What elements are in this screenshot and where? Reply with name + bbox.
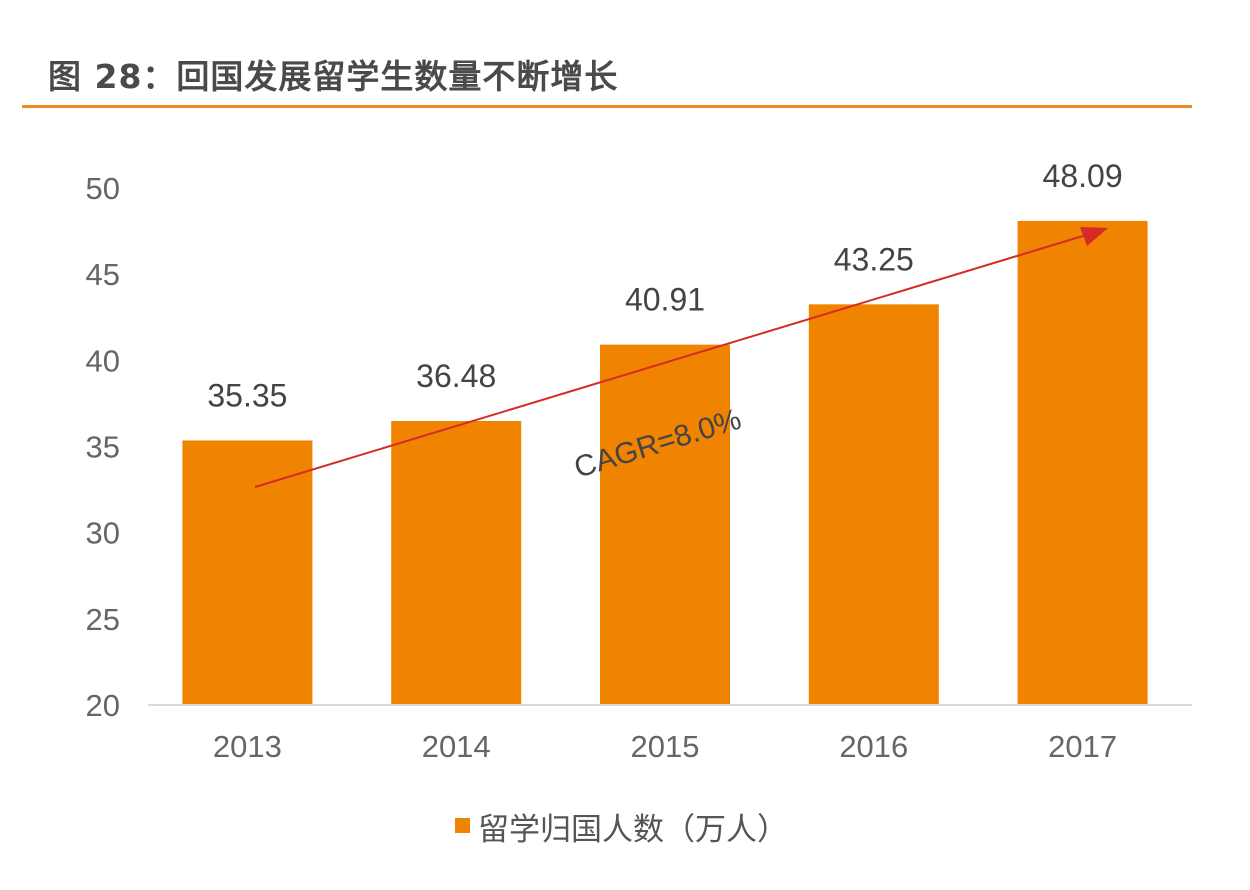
page-title: 图 28：回国发展留学生数量不断增长 xyxy=(48,57,619,96)
y-tick-label: 25 xyxy=(86,602,120,637)
trend-arrow xyxy=(254,228,1107,488)
bar-2016 xyxy=(808,304,939,705)
data-label: 40.91 xyxy=(625,282,705,318)
trend-arrowhead xyxy=(1080,227,1108,246)
bar-2014 xyxy=(391,420,522,705)
y-tick-label: 50 xyxy=(86,171,120,206)
legend-swatch xyxy=(455,818,470,833)
title-divider xyxy=(22,105,1192,108)
y-tick-label: 20 xyxy=(86,688,120,723)
data-label: 43.25 xyxy=(834,241,914,277)
y-tick-label: 45 xyxy=(86,257,120,292)
x-tick-label: 2016 xyxy=(839,729,908,764)
y-tick-label: 35 xyxy=(86,430,120,465)
x-tick-label: 2017 xyxy=(1048,729,1117,764)
legend-label: 留学归国人数（万人） xyxy=(478,812,788,848)
data-label: 36.48 xyxy=(416,358,496,394)
bar-2017 xyxy=(1017,220,1148,706)
x-tick-label: 2014 xyxy=(422,729,491,764)
bar-2013 xyxy=(182,440,313,705)
data-label: 35.35 xyxy=(207,377,287,413)
x-tick-label: 2013 xyxy=(213,729,282,764)
bar-2015 xyxy=(600,344,730,705)
y-tick-label: 40 xyxy=(86,343,120,378)
data-label: 48.09 xyxy=(1043,158,1123,194)
y-tick-label: 30 xyxy=(86,516,120,551)
x-tick-label: 2015 xyxy=(631,729,700,764)
